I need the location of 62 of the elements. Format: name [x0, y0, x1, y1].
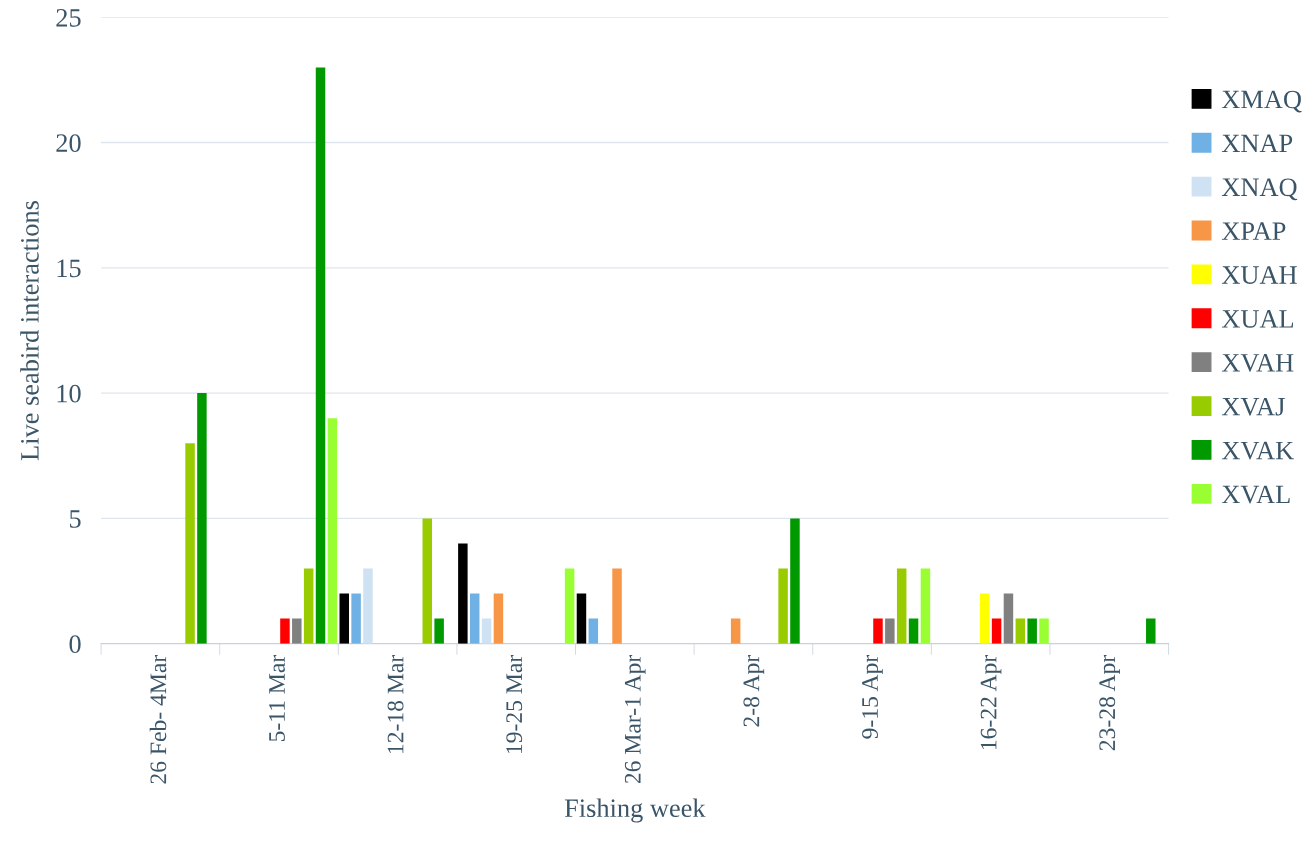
bar	[434, 618, 444, 644]
legend-label: XMAQ	[1221, 90, 1302, 113]
x-tick-label: 26 Mar-1 Apr	[624, 655, 646, 784]
bar	[991, 618, 1002, 644]
bar	[1015, 618, 1026, 644]
bar	[730, 618, 741, 644]
bar	[185, 443, 195, 644]
bar	[315, 67, 326, 644]
y-tick-label: 20	[56, 134, 81, 152]
legend-label: XUAL	[1221, 310, 1294, 328]
bar	[908, 618, 919, 644]
legend-label: XPAP	[1221, 222, 1286, 240]
legend-label: XVAH	[1221, 353, 1294, 372]
legend-label: XNAQ	[1221, 178, 1298, 201]
bar	[481, 618, 492, 644]
bar	[979, 593, 990, 644]
bar	[1003, 593, 1014, 644]
bar	[1027, 618, 1037, 644]
bar	[778, 568, 788, 644]
bar	[351, 593, 361, 644]
y-tick-label: 10	[57, 384, 81, 403]
x-tick-label: 19-25 Mar	[506, 655, 523, 754]
bar	[588, 618, 599, 644]
x-tick-label: 2-8 Apr	[743, 655, 765, 727]
bar	[469, 593, 480, 644]
y-axis-title: Live seabird interactions	[20, 201, 39, 461]
x-tick-label: 5-11 Mar	[269, 655, 285, 742]
bar	[1146, 618, 1156, 644]
bar	[363, 568, 373, 644]
x-tick-label: 12-18 Mar	[387, 655, 404, 754]
bar	[327, 418, 338, 644]
bar	[1039, 618, 1049, 644]
legend-label: XVAK	[1221, 441, 1294, 460]
bar	[790, 518, 800, 644]
bar	[303, 568, 314, 644]
bar	[197, 393, 207, 644]
bar	[458, 543, 468, 644]
legend-label: XVAJ	[1221, 397, 1285, 416]
bar	[896, 568, 907, 644]
bar	[493, 593, 504, 644]
bar	[564, 568, 575, 644]
y-tick-label: 15	[57, 259, 81, 278]
y-tick-label: 0	[69, 635, 81, 654]
legend-label: XUAH	[1221, 266, 1297, 284]
bar	[873, 618, 883, 644]
x-tick-label: 9-15 Apr	[862, 655, 883, 739]
x-tick-label: 16-22 Apr	[980, 655, 1002, 750]
bar	[280, 618, 290, 644]
bar	[339, 593, 349, 644]
y-tick-label: 25	[56, 8, 81, 27]
x-tick-label: 23-28 Apr	[1099, 655, 1120, 751]
bar	[292, 618, 302, 644]
x-axis-title: Fishing week	[564, 798, 706, 823]
bar	[885, 618, 895, 644]
bar	[576, 593, 587, 644]
bar	[612, 568, 622, 644]
bar	[422, 518, 433, 644]
legend-label: XNAP	[1221, 134, 1293, 152]
y-tick-label: 5	[70, 510, 81, 528]
bar	[920, 568, 931, 644]
legend-label: XVAL	[1221, 485, 1290, 504]
x-tick-label: 26 Feb- 4Mar	[149, 655, 167, 784]
